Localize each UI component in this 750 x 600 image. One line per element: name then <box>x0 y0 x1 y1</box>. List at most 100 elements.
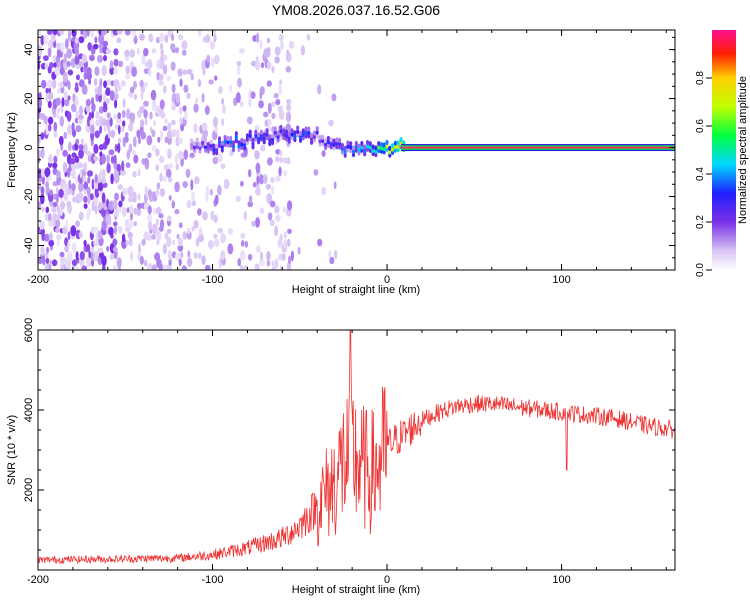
spectrogram-cell <box>74 155 80 164</box>
spectrogram-cell <box>117 206 124 213</box>
spectrogram-cell <box>116 163 121 172</box>
spectrogram-cell <box>113 48 119 56</box>
spectrogram-cell <box>75 138 79 145</box>
spectrogram-signal-cell <box>209 139 213 145</box>
spectrogram-cell <box>38 150 42 158</box>
spectrogram-cell <box>269 200 276 208</box>
spectrogram-cell <box>150 89 157 101</box>
spectrogram-cell <box>131 66 137 77</box>
spectrogram-cell <box>45 123 49 136</box>
spectrogram-cell <box>94 66 100 77</box>
spectrogram-cell <box>306 33 311 41</box>
spectrogram-cell <box>252 181 257 188</box>
spectrogram-cell <box>78 114 84 120</box>
spectrogram-cell <box>106 154 110 164</box>
spectrogram-cell <box>205 264 211 270</box>
spectrogram-cell <box>156 105 161 116</box>
spectrogram-cell <box>53 62 57 68</box>
spectrogram-cell <box>144 186 148 197</box>
spectrogram-signal-cell <box>335 137 339 143</box>
spectrogram-cell <box>54 67 60 76</box>
spectrogram-cell <box>55 97 61 106</box>
spectrogram-cell <box>55 219 61 228</box>
spectrogram-cell <box>264 119 269 127</box>
spectrogram-signal-cell <box>371 144 375 150</box>
spectrogram-cell <box>79 251 85 261</box>
spectrogram-cell <box>201 59 207 71</box>
spectrogram-cell <box>98 33 104 45</box>
spectrogram-signal-cell <box>203 140 208 146</box>
spectrogram-cell <box>48 154 53 164</box>
spectrogram-cell <box>126 207 130 213</box>
spectrogram-cell <box>125 65 130 74</box>
spectrogram-cell <box>266 37 270 44</box>
spectrogram-cell <box>267 118 272 127</box>
spectrogram-cell <box>160 129 164 140</box>
y-tick-label: 40 <box>23 43 35 55</box>
spectrogram-cell <box>286 157 291 165</box>
spectrogram-cell <box>174 181 180 193</box>
x-tick-label: -200 <box>27 574 49 586</box>
spectrogram-cell <box>283 231 287 239</box>
spectrogram-cell <box>66 124 73 136</box>
spectrogram-cell <box>62 149 68 157</box>
spectrogram-cell <box>239 101 244 108</box>
spectrogram-cell <box>255 162 261 174</box>
spectrogram-cell <box>259 144 266 152</box>
spectrogram-cell <box>75 36 79 44</box>
spectrogram-signal-cell <box>385 139 389 145</box>
spectrogram-cell <box>51 205 57 213</box>
spectrogram-cell <box>136 207 142 217</box>
spectrogram-cell <box>169 43 176 51</box>
spectrogram-cell <box>59 207 64 217</box>
spectrogram-cell <box>82 175 86 183</box>
spectrogram-cell <box>202 128 208 139</box>
spectrogram-cell <box>56 205 61 214</box>
spectrogram-cell <box>38 258 43 265</box>
spectrogram-cell <box>77 192 84 202</box>
spectrogram-cell <box>162 264 168 270</box>
spectrogram-cell <box>158 80 164 86</box>
spectrogram-cell <box>155 188 160 198</box>
spectrogram-signal-cell <box>254 129 258 135</box>
spectrogram-cell <box>141 53 146 65</box>
snr-series-line <box>38 330 675 565</box>
spectrogram-cell <box>94 78 98 87</box>
spectrogram-cell <box>75 110 79 118</box>
spectrogram-cell <box>38 135 41 144</box>
spectrogram-cell <box>267 157 273 166</box>
spectrogram-cell <box>61 97 65 108</box>
spectrogram-cell <box>114 144 118 152</box>
spectrogram-signal-cell <box>321 134 325 140</box>
spectrogram-cell <box>137 168 141 177</box>
spectrogram-cell <box>171 119 176 126</box>
spectrogram-cell <box>286 98 292 105</box>
spectrogram-cell <box>58 188 64 198</box>
spectrogram-cell <box>197 30 202 37</box>
spectrogram-cell <box>40 35 45 46</box>
spectrogram-cell <box>227 228 234 235</box>
spectrogram-cell <box>297 246 301 255</box>
spectrogram-signal-cell <box>298 130 303 136</box>
spectrogram-cell <box>64 245 69 253</box>
spectrogram-signal-cell <box>282 128 286 134</box>
colorbar-tick-label: 0.0 <box>695 263 706 277</box>
spectrogram-cell <box>275 156 280 163</box>
spectrogram-cell <box>126 149 131 160</box>
spectrogram-cell <box>139 79 144 88</box>
spectrogram-cell <box>67 263 72 270</box>
spectrogram-cell <box>93 250 99 262</box>
spectrogram-signal-cell <box>240 137 244 144</box>
spectrogram-cell <box>155 36 160 44</box>
spectrogram-signal-cell <box>365 139 370 146</box>
spectrogram-cell <box>43 55 49 61</box>
spectrogram-cell <box>132 191 137 203</box>
spectrogram-signal-cell <box>357 143 361 149</box>
spectrogram-cell <box>271 266 276 270</box>
spectrogram-cell <box>112 199 118 210</box>
spectrogram-cell <box>155 148 160 157</box>
spectrogram-cell <box>45 87 49 94</box>
spectrogram-cell <box>81 84 88 95</box>
spectrogram-cell <box>155 206 162 215</box>
